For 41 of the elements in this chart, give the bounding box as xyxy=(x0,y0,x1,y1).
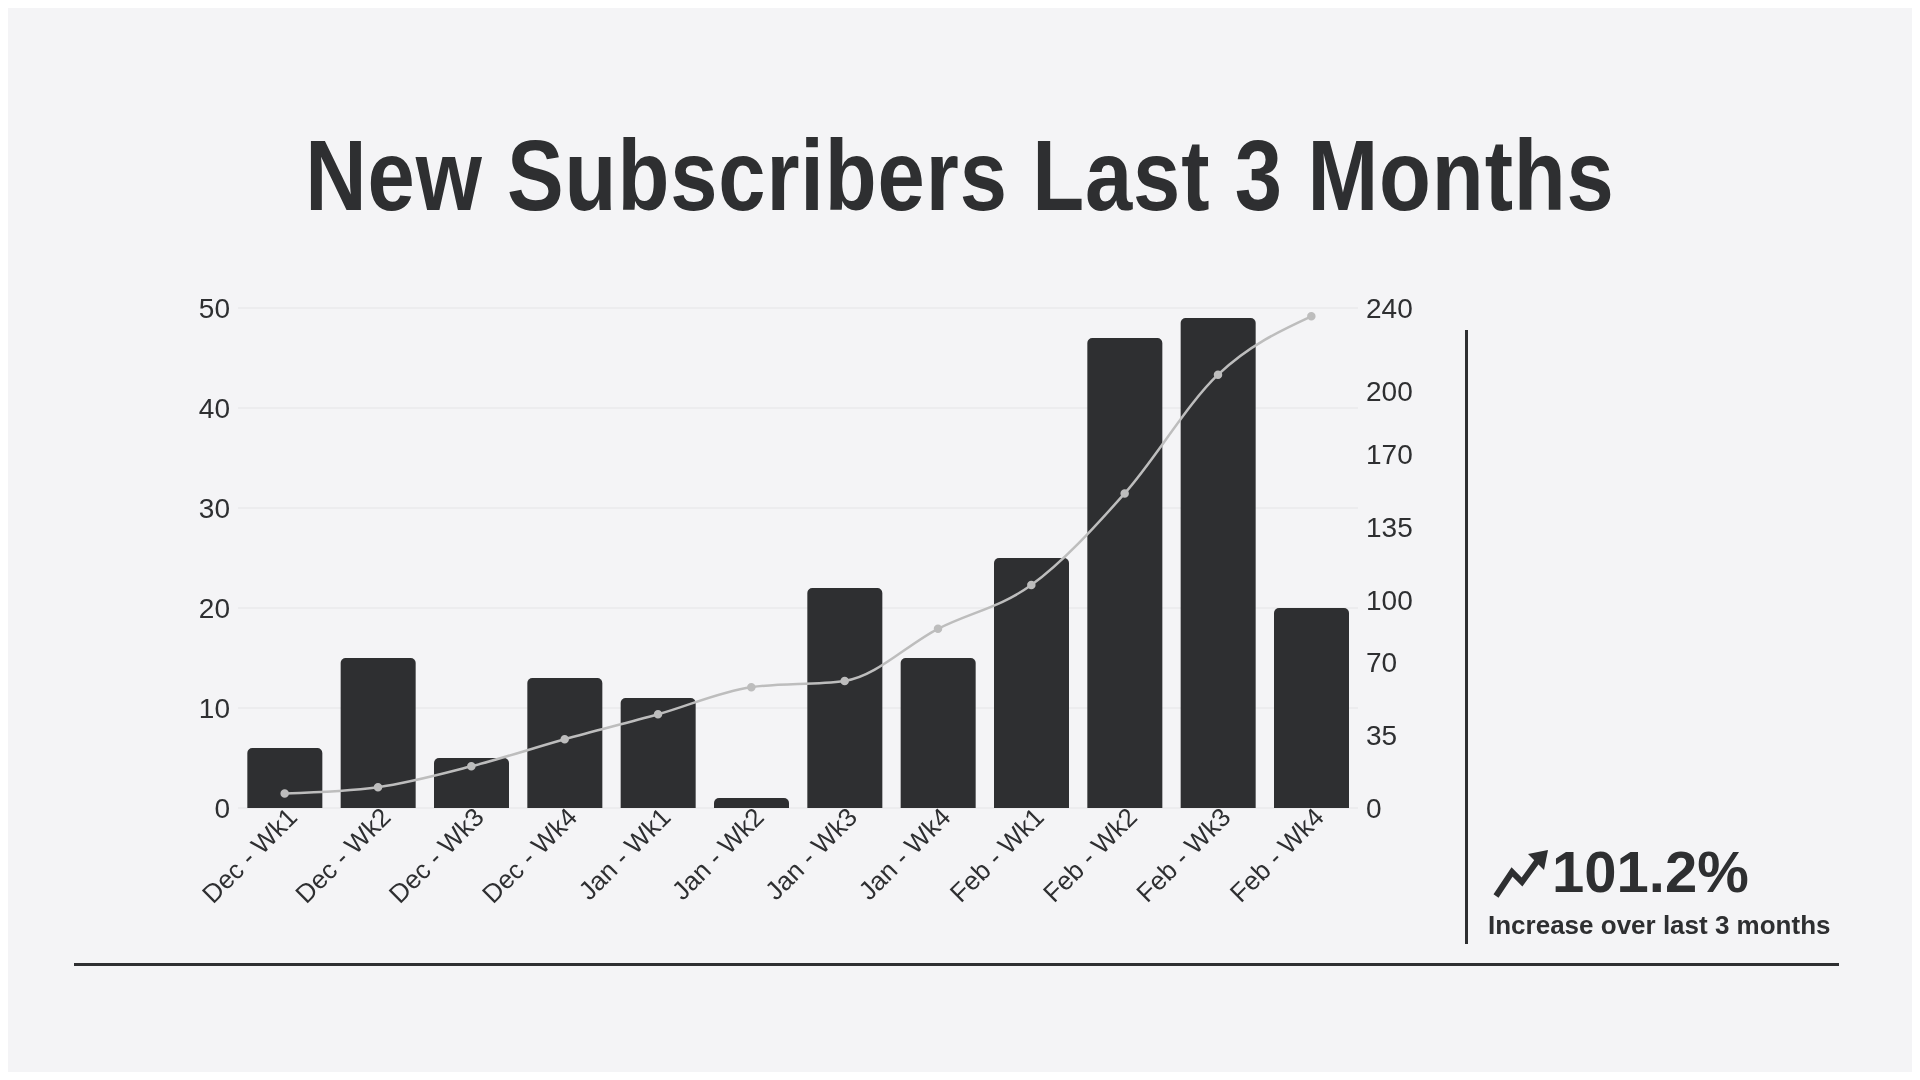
y-tick-label: 40 xyxy=(198,392,230,424)
y-tick-label: 30 xyxy=(198,492,230,524)
point xyxy=(280,789,289,798)
point xyxy=(1307,312,1316,321)
y-tick-label: 20 xyxy=(198,592,230,624)
point xyxy=(467,762,476,771)
bar xyxy=(527,678,603,808)
point xyxy=(1027,580,1036,590)
y-tick-label: 50 xyxy=(198,292,230,324)
chart-title: New Subscribers Last 3 Months xyxy=(304,118,1616,233)
y2-tick-label: 0 xyxy=(1366,792,1382,824)
bar xyxy=(620,698,696,808)
y2-tick-label: 135 xyxy=(1366,511,1413,543)
bar xyxy=(807,588,883,808)
y2-tick-label: 170 xyxy=(1366,438,1413,470)
bar xyxy=(994,558,1069,808)
point xyxy=(840,676,849,686)
point xyxy=(933,624,943,634)
y2-tick-label: 35 xyxy=(1366,720,1398,752)
y-tick-label: 10 xyxy=(198,692,230,724)
point xyxy=(653,710,663,719)
bar xyxy=(434,758,509,808)
bar xyxy=(1087,338,1163,808)
bar xyxy=(1180,318,1256,808)
y2-tick-label: 70 xyxy=(1366,647,1398,679)
bar xyxy=(1274,608,1349,808)
y2-tick-label: 240 xyxy=(1366,292,1413,324)
bar xyxy=(247,748,323,808)
bar xyxy=(714,798,789,808)
y2-tick-label: 100 xyxy=(1366,584,1413,616)
point xyxy=(1213,370,1223,379)
y2-tick-label: 200 xyxy=(1366,376,1413,408)
point xyxy=(373,782,383,792)
bar xyxy=(340,658,416,808)
point xyxy=(560,735,569,744)
text: Increase over last 3 months xyxy=(1488,910,1831,941)
text: 101.2% xyxy=(1552,838,1749,905)
y-tick-label: 0 xyxy=(214,792,230,824)
bar xyxy=(900,658,976,808)
point xyxy=(747,682,756,692)
point xyxy=(1120,489,1129,498)
